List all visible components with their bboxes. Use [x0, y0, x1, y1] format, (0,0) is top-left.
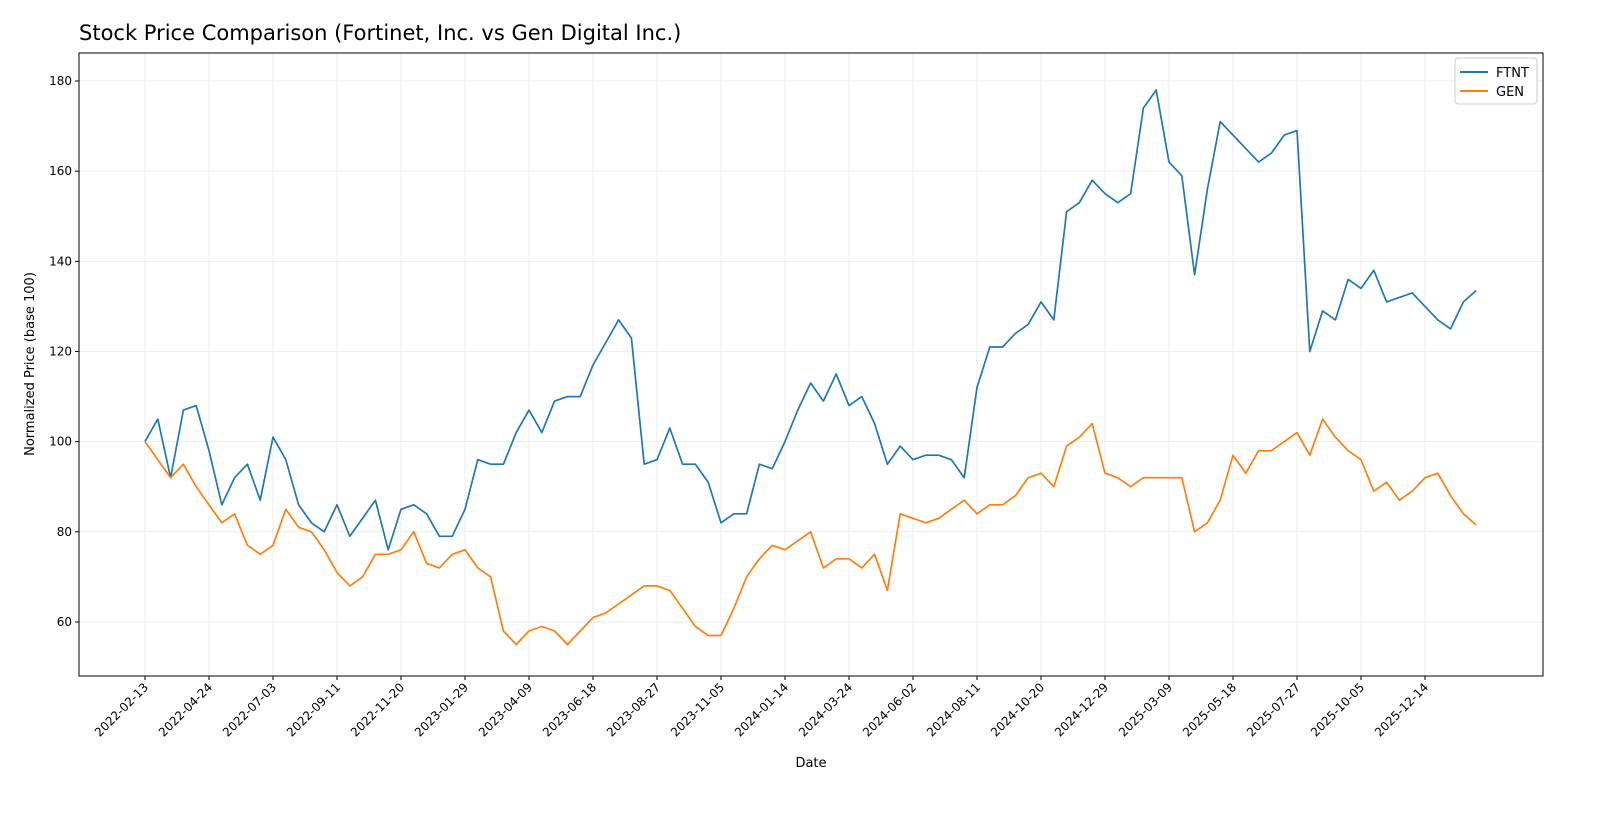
- legend: FTNT GEN: [1454, 57, 1538, 105]
- x-tick-label: 2024-06-02: [860, 680, 919, 739]
- y-tick-label: 160: [49, 164, 72, 178]
- grid: [79, 53, 1543, 676]
- x-tick-label: 2024-12-29: [1052, 680, 1111, 739]
- legend-box: [1454, 57, 1538, 105]
- y-tick-label: 60: [57, 615, 72, 629]
- x-tick-label: 2022-02-13: [92, 680, 151, 739]
- y-tick-label: 140: [49, 254, 72, 268]
- y-axis: 60 80 100 120 140 160 180: [49, 74, 79, 629]
- x-tick-label: 2024-10-20: [988, 680, 1047, 739]
- y-tick-label: 180: [49, 74, 72, 88]
- x-tick-label: 2025-12-14: [1372, 680, 1431, 739]
- series-line-gen: [144, 418, 1477, 646]
- x-tick-label: 2025-03-09: [1116, 680, 1175, 739]
- x-tick-label: 2025-05-18: [1180, 680, 1239, 739]
- chart-title: Stock Price Comparison (Fortinet, Inc. v…: [79, 21, 681, 45]
- x-tick-label: 2023-04-09: [476, 680, 535, 739]
- x-tick-label: 2023-06-18: [540, 680, 599, 739]
- x-axis-label: Date: [795, 756, 826, 771]
- legend-label-ftnt: FTNT: [1496, 66, 1529, 81]
- series-group: [144, 89, 1477, 646]
- x-tick-label: 2022-11-20: [348, 680, 407, 739]
- x-tick-label: 2022-07-03: [220, 680, 279, 739]
- x-tick-label: 2024-03-24: [796, 680, 855, 739]
- x-tick-label: 2023-08-27: [604, 680, 663, 739]
- legend-label-gen: GEN: [1496, 85, 1524, 100]
- x-tick-label: 2024-01-14: [732, 680, 791, 739]
- x-tick-label: 2022-09-11: [284, 680, 343, 739]
- x-tick-label: 2023-01-29: [412, 680, 471, 739]
- x-axis: 2022-02-13 2022-04-24 2022-07-03 2022-09-11…: [92, 676, 1431, 739]
- y-tick-label: 80: [57, 525, 72, 539]
- y-tick-label: 100: [49, 435, 72, 449]
- x-tick-label: 2025-07-27: [1244, 680, 1303, 739]
- x-tick-label: 2023-11-05: [668, 680, 727, 739]
- plot-frame: [78, 52, 1544, 677]
- series-line-ftnt: [144, 89, 1477, 551]
- x-tick-label: 2024-08-11: [924, 680, 983, 739]
- y-axis-label: Normalized Price (base 100): [23, 272, 38, 456]
- x-tick-label: 2022-04-24: [156, 680, 215, 739]
- y-tick-label: 120: [49, 344, 72, 358]
- x-tick-label: 2025-10-05: [1308, 680, 1367, 739]
